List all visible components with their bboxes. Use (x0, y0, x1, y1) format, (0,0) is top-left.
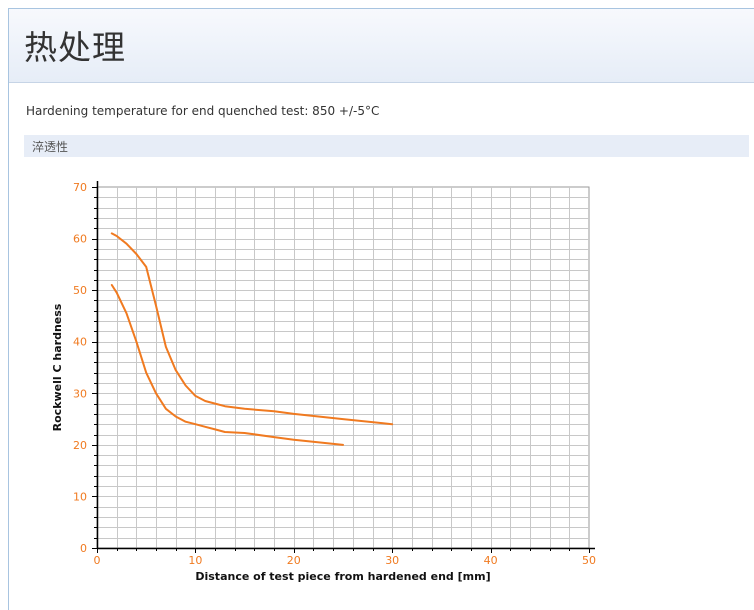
y-tick-label: 70 (73, 181, 87, 194)
series-line-1 (110, 232, 394, 426)
x-tick-label: 20 (287, 554, 301, 567)
hardenability-chart: 0 10 20 30 40 50 0 10 20 30 40 50 60 70 Distance of t… (51, 181, 596, 583)
page-title: 热处理 (24, 28, 126, 67)
hardening-temperature-text: Hardening temperature for end quenched t… (26, 104, 380, 118)
y-tick-label: 20 (73, 439, 87, 452)
y-tick-label: 10 (73, 490, 87, 503)
section-header-hardenability: 淬透性 (24, 135, 749, 157)
x-tick-label: 30 (385, 554, 399, 567)
chart-tick-labels: 0 10 20 30 40 50 0 10 20 30 40 50 60 70 (73, 181, 596, 567)
x-axis-title: Distance of test piece from hardened end… (195, 570, 490, 583)
content-frame: 热处理 Hardening temperature for end quench… (8, 8, 754, 610)
y-tick-label: 50 (73, 284, 87, 297)
plot-area (96, 186, 590, 549)
x-tick-label: 0 (94, 554, 101, 567)
x-tick-label: 40 (484, 554, 498, 567)
y-tick-label: 40 (73, 336, 87, 349)
chart-grid (96, 186, 590, 549)
x-tick-label: 50 (582, 554, 596, 567)
y-axis-title: Rockwell C hardness (51, 303, 64, 431)
y-tick-label: 30 (73, 387, 87, 400)
chart-axes (92, 181, 595, 553)
x-tick-label: 10 (188, 554, 202, 567)
y-tick-label: 60 (73, 233, 87, 246)
y-tick-label: 0 (80, 542, 87, 555)
section-title: 淬透性 (32, 140, 69, 154)
series-line-2 (110, 284, 344, 446)
chart-series (110, 232, 394, 446)
page-header: 热处理 (9, 9, 754, 83)
